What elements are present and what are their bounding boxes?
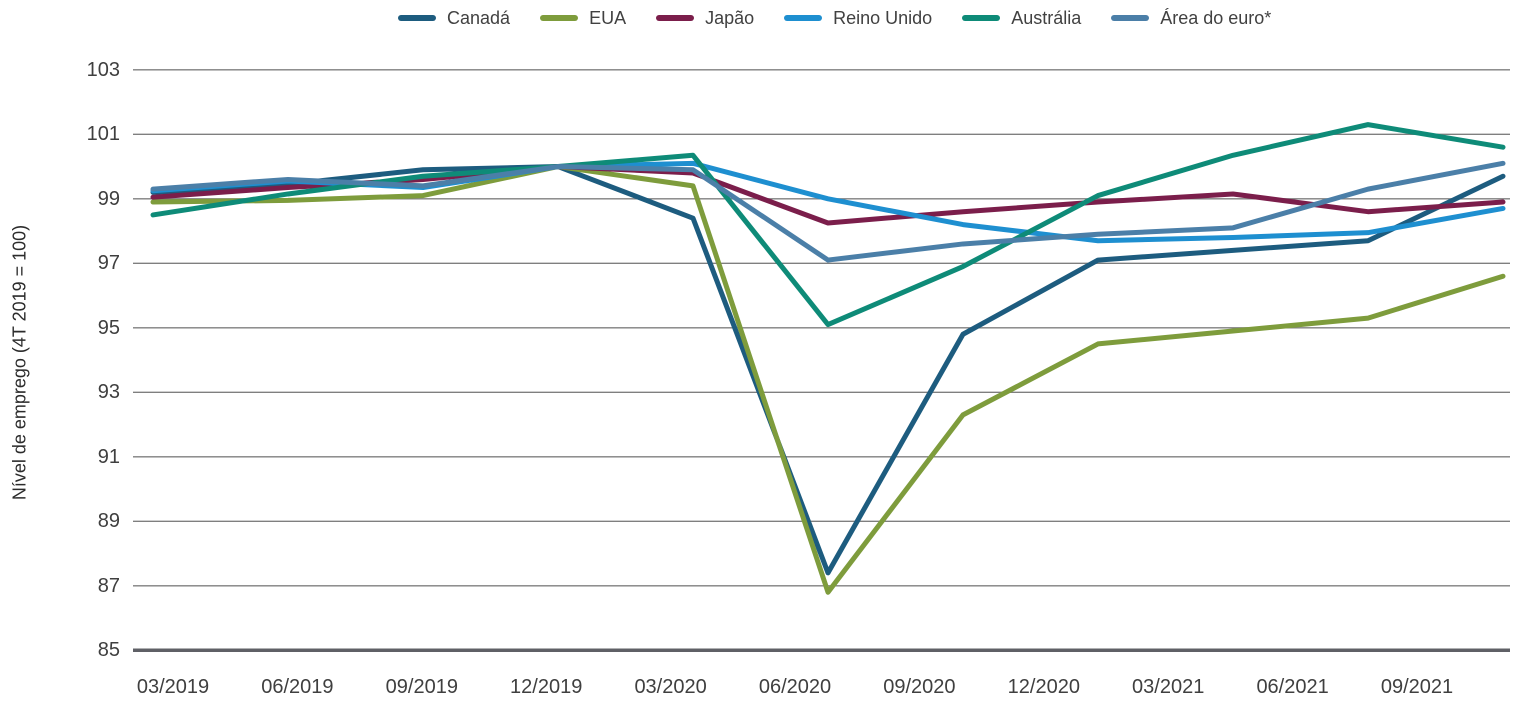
legend-swatch-icon xyxy=(784,15,823,21)
legend-label: EUA xyxy=(589,7,627,28)
legend-item-canada: Canadá xyxy=(398,8,510,29)
x-tick-06-2019: 06/2019 xyxy=(261,676,334,698)
legend-label: Austrália xyxy=(1011,7,1082,28)
y-tick-99: 99 xyxy=(97,187,120,210)
x-tick-12-2020: 12/2020 xyxy=(1007,676,1080,698)
legend-swatch-icon xyxy=(656,15,695,21)
legend-item-a-rea-do-euro: Área do euro* xyxy=(1111,8,1271,29)
x-tick-03-2019: 03/2019 xyxy=(136,676,210,698)
chart-legend: Canadá EUA Japão Reino Unido Austrália Área d… xyxy=(398,4,1271,32)
legend-label: Japão xyxy=(705,7,755,28)
y-tick-89: 89 xyxy=(97,510,120,533)
series-line-a-rea-do-euro xyxy=(150,160,1506,263)
y-tick-85: 85 xyxy=(97,639,120,662)
y-tick-91: 91 xyxy=(97,445,120,468)
x-tick-09-2020: 09/2020 xyxy=(883,676,956,698)
series-line-eua xyxy=(150,164,1506,595)
legend-label: Reino Unido xyxy=(833,7,933,28)
y-tick-93: 93 xyxy=(97,381,120,404)
y-tick-101: 101 xyxy=(86,123,120,146)
legend-swatch-icon xyxy=(398,15,436,21)
y-tick-95: 95 xyxy=(97,316,120,339)
legend-item-eua: EUA xyxy=(540,8,626,29)
legend-swatch-icon xyxy=(540,15,579,21)
y-tick-97: 97 xyxy=(97,252,120,275)
x-tick-12-2019: 12/2019 xyxy=(510,676,583,698)
series-line-canada xyxy=(150,164,1506,576)
x-tick-03-2020: 03/2020 xyxy=(634,676,707,698)
legend-label: Canadá xyxy=(447,7,511,28)
legend-item-reino-unido: Reino Unido xyxy=(784,8,932,29)
x-tick-03-2021: 03/2021 xyxy=(1132,676,1205,698)
legend-item-japa-o: Japão xyxy=(656,8,754,29)
y-tick-87: 87 xyxy=(97,574,120,597)
x-tick-06-2021: 06/2021 xyxy=(1256,676,1329,698)
y-tick-103: 103 xyxy=(86,58,120,81)
x-tick-09-2021: 09/2021 xyxy=(1380,676,1454,698)
legend-item-austra-lia: Austrália xyxy=(962,8,1081,29)
x-tick-06-2020: 06/2020 xyxy=(758,676,832,698)
legend-swatch-icon xyxy=(962,15,1001,21)
legend-swatch-icon xyxy=(1111,15,1150,21)
x-tick-09-2019: 09/2019 xyxy=(385,676,458,698)
legend-label: Área do euro* xyxy=(1160,7,1272,28)
